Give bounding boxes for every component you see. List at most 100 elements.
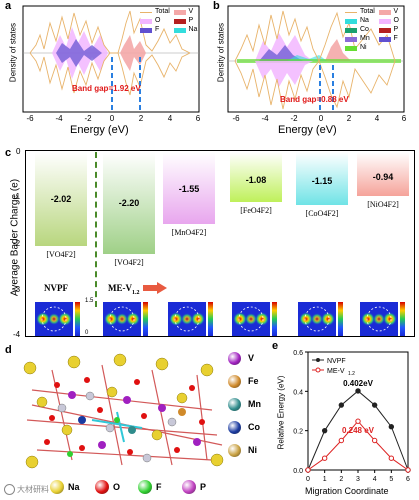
panel-c-colorbar: [208, 302, 213, 336]
panel-b-total-line: [234, 10, 396, 63]
panel-e-ytick-label: 0.6: [293, 350, 303, 357]
panel-c-row-label-mev-sub: 1.2: [132, 289, 140, 296]
panel-b-legend-label: P: [393, 26, 399, 33]
panel-a-o-fill: [52, 27, 108, 53]
panel-e-legend-label: NVPF: [327, 358, 346, 365]
panel-b-legend-swatch: [345, 45, 357, 51]
panel-c-charge-map: [35, 302, 73, 336]
panel-a-v-fill-down: [120, 53, 146, 71]
panel-d-atoms-na: [23, 353, 224, 469]
panel-b-legend-label: Na: [360, 17, 369, 24]
panel-e-point: [405, 467, 411, 473]
panel-b-legend-item: F: [378, 35, 410, 43]
panel-b-f-fill: [259, 45, 303, 61]
panel-e-letter: e: [272, 340, 279, 352]
panel-c-colorbar: [143, 302, 148, 336]
panel-b-legend-label: V: [393, 8, 399, 15]
panel-c-charge-map: [232, 302, 270, 336]
panel-b-xlabel: Energy (eV): [278, 124, 337, 136]
panel-a-dos-plot: [22, 5, 200, 113]
panel-b-legend-item: Total: [345, 8, 376, 16]
panel-a-legend-item: Na: [173, 26, 205, 34]
panel-b-xtick: -2: [290, 114, 298, 123]
panel-a-xlabel: Energy (eV): [70, 124, 129, 136]
panel-c-ytick: 0: [16, 147, 21, 156]
panel-e-xtick-label: 2: [339, 476, 343, 483]
panel-a-legend-item: O: [140, 17, 171, 25]
panel-b-legend-swatch: [345, 11, 357, 13]
panel-b-legend-swatch: [345, 27, 357, 33]
panel-c-bar-value: -2.20: [118, 198, 140, 209]
panel-a-legend-label: Na: [188, 26, 198, 33]
watermark-text: 大材研料: [17, 485, 49, 494]
panel-d-legend-sphere: [228, 444, 241, 457]
panel-a-xtick: 6: [195, 114, 201, 123]
panel-d-atoms-v: [68, 391, 201, 449]
panel-a-xtick: -2: [84, 114, 92, 123]
panel-d-legend-sphere: [228, 398, 241, 411]
panel-b-xtick: -4: [261, 114, 269, 123]
panel-a-legend-swatch: [140, 27, 152, 33]
panel-c-row-label-nvpf: NVPF: [44, 283, 68, 293]
panel-c-bar-category: [FeO4F2]: [240, 206, 272, 216]
panel-e-xtick-label: 6: [406, 476, 410, 483]
panel-c-charge-map: [360, 302, 398, 336]
panel-b-xtick: 6: [401, 114, 407, 123]
panel-e-xtick-label: 5: [389, 476, 393, 483]
panel-e-point: [388, 455, 395, 461]
panel-d-legend-sphere: [228, 421, 241, 434]
panel-d-legend-sphere: [228, 352, 241, 365]
panel-c-ytick: -3: [13, 285, 21, 294]
panel-e-ytick-label: 0.0: [293, 468, 303, 475]
panel-e-point: [321, 427, 328, 434]
panel-a-legend-swatch: [173, 27, 186, 33]
panel-b-legend: Total V Na O Co P Mn F Ni: [345, 8, 409, 52]
panel-e-point: [305, 467, 311, 473]
panel-a-ylabel: Density of states: [8, 22, 18, 83]
panel-a-o-fill-down: [52, 53, 108, 79]
panel-a-legend-label: O: [155, 17, 161, 24]
panel-b-xtick: 0: [318, 114, 324, 123]
panel-e-point: [371, 437, 378, 444]
panel-b-legend-item: Co: [345, 26, 376, 34]
panel-b-legend-label: Total: [360, 8, 375, 15]
panel-a-v-fill: [120, 35, 146, 53]
panel-e-annotation-nvpf: 0.402eV: [343, 379, 373, 388]
panel-b-total-line-down: [234, 60, 396, 110]
panel-b-v-fill: [325, 39, 351, 61]
panel-b-legend-label: O: [393, 17, 399, 24]
panel-c-colorbar: [338, 302, 343, 336]
panel-e-legend-marker: [315, 367, 321, 373]
panel-e-legend-marker: [316, 358, 320, 362]
panel-c-arrow-icon: [143, 282, 167, 294]
panel-b-xtick: -6: [232, 114, 240, 123]
panel-c-bar-value: -1.55: [178, 184, 200, 195]
panel-c-bar-category: [MnO4F2]: [171, 228, 207, 238]
panel-a-xtick: 2: [138, 114, 144, 123]
panel-d-letter: d: [5, 344, 12, 356]
panel-e-point: [338, 402, 345, 408]
panel-b-legend-label: Co: [360, 26, 369, 33]
panel-c-ytick: -1: [13, 192, 21, 201]
panel-a-legend-swatch: [173, 9, 186, 15]
panel-e-chart: 0.0 0.2 0.4 0.6 0 1 2 3 4 5 6 0.402eV 0.248 eV NVPF ME…: [293, 350, 411, 483]
panel-c-divider: [95, 152, 97, 307]
panel-c-bar-category: [NiO4F2]: [367, 199, 399, 209]
panel-b-dos-plot: [227, 5, 405, 113]
panel-d-bonds: [26, 364, 223, 466]
panel-b-o-fill-down: [255, 61, 313, 87]
panel-d-legend-sphere: [228, 375, 241, 388]
panel-e-point: [388, 424, 395, 430]
panel-d-bottom-legend-label: O: [113, 482, 121, 492]
panel-e-point: [338, 437, 345, 444]
panel-d-bottom-legend-sphere: [138, 480, 152, 494]
panel-d-legend-label: Fe: [248, 376, 259, 386]
panel-a-legend-item: V: [173, 8, 205, 16]
watermark: 大材研料: [4, 484, 49, 495]
panel-c-ytick: -4: [13, 330, 21, 339]
panel-b-legend-item: Na: [345, 17, 376, 25]
panel-e-xtick-label: 1: [323, 476, 327, 483]
panel-a-legend-label: V: [188, 8, 194, 15]
panel-d-bottom-legend-sphere: [95, 480, 109, 494]
panel-d-legend-label: Ni: [248, 445, 257, 455]
